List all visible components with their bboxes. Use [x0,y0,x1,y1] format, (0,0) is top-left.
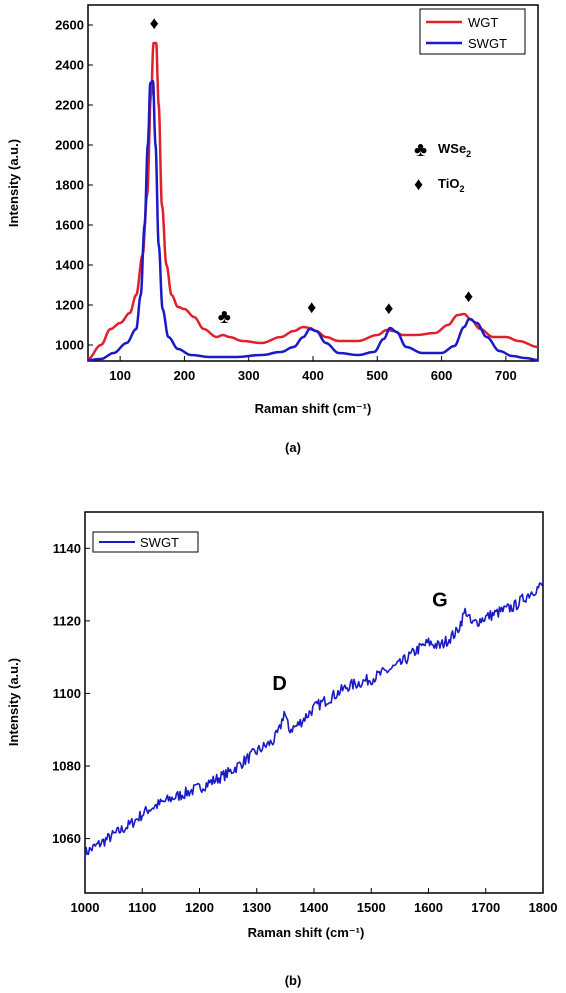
legend-label-wgt: WGT [468,15,498,30]
x-tick-label: 400 [302,368,324,383]
y-tick-label: 1080 [52,759,81,774]
y-axis-ticks-a: 1000 1200 1400 1600 1800 2000 2200 2400 2600 [55,18,93,353]
y-tick-label: 2200 [55,98,84,113]
y-tick-label: 2600 [55,18,84,33]
series-lines-a [87,41,539,362]
wse2-label: WSe2 [438,141,471,159]
tio2-label: TiO2 [438,176,464,194]
x-axis-ticks-b: 1000 1100 1200 1300 1400 1500 1600 1700 1800 [71,888,558,915]
diamond-marker-icon: ♦ [150,13,159,33]
y-tick-label: 1000 [55,338,84,353]
x-tick-label: 1500 [357,900,386,915]
x-tick-label: 200 [174,368,196,383]
peak-markers-a: ♦ ♣ ♦ ♦ ♦ [150,13,474,328]
diamond-marker-icon: ♦ [307,297,316,317]
peak-label-g: G [432,589,448,611]
diamond-symbol-icon: ♦ [414,174,423,194]
legend-a: WGT SWGT [419,8,526,55]
x-tick-label: 300 [238,368,260,383]
diamond-marker-icon: ♦ [464,286,473,306]
y-tick-label: 1200 [55,298,84,313]
x-tick-label: 1700 [471,900,500,915]
peak-annotations-b: DG [272,589,447,694]
x-axis-label-a: Raman shift (cm⁻¹) [255,401,372,416]
x-tick-label: 700 [495,368,517,383]
y-tick-label: 1060 [52,831,81,846]
x-tick-label: 100 [109,368,131,383]
x-axis-ticks-a: 100 200 300 400 500 600 700 [109,356,517,383]
y-tick-label: 1600 [55,218,84,233]
x-tick-label: 600 [431,368,453,383]
diamond-marker-icon: ♦ [384,298,393,318]
x-tick-label: 1600 [414,900,443,915]
plot-frame-b [84,511,544,894]
y-tick-label: 1140 [53,541,81,556]
peak-label-d: D [272,673,286,695]
y-axis-label-a: Intensity (a.u.) [6,139,21,227]
legend-label-swgt-a: SWGT [468,36,507,51]
legend-label-swgt-b: SWGT [140,535,179,550]
legend-box-b [92,531,199,553]
y-tick-label: 1400 [55,258,84,273]
y-tick-label: 1800 [55,178,84,193]
legend-box-a [419,8,526,55]
club-symbol-icon: ♣ [414,139,427,161]
x-tick-label: 500 [366,368,388,383]
x-tick-label: 1100 [128,900,156,915]
panel-b: 1060 1080 1100 1120 1140 1000 1100 1200 1300 140… [6,511,558,988]
series-line-swgt [84,581,544,859]
panel-label-a: (a) [285,440,301,455]
x-tick-label: 1400 [300,900,329,915]
x-tick-label: 1300 [242,900,271,915]
y-tick-label: 1100 [53,686,81,701]
panel-a: 1000 1200 1400 1600 1800 2000 2200 2400 2600 100… [6,4,539,455]
y-axis-ticks-b: 1060 1080 1100 1120 1140 [52,541,90,846]
legend-b: SWGT [92,531,199,553]
y-axis-label-b: Intensity (a.u.) [6,658,21,746]
y-tick-label: 2400 [55,58,84,73]
series-lines-b [84,581,544,859]
y-tick-label: 2000 [55,138,84,153]
y-tick-label: 1120 [53,613,81,628]
series-line-swgt [88,79,539,362]
club-marker-icon: ♣ [218,306,231,328]
x-tick-label: 1200 [185,900,214,915]
panel-label-b: (b) [285,973,302,988]
x-tick-label: 1800 [529,900,558,915]
marker-legend-a: ♣ WSe2 ♦ TiO2 [414,139,471,194]
x-tick-label: 1000 [71,900,100,915]
x-axis-label-b: Raman shift (cm⁻¹) [248,925,365,940]
